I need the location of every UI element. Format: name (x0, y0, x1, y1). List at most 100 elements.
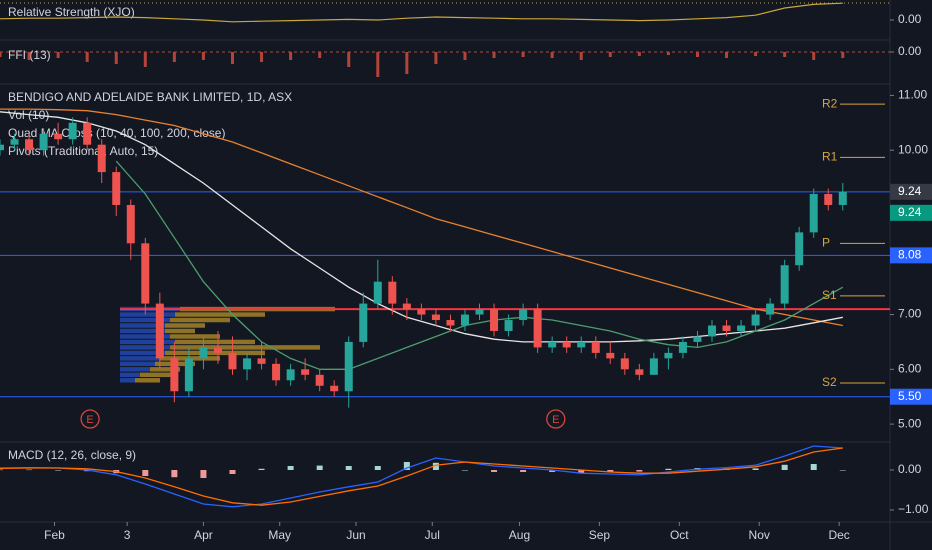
last-price-tag (890, 204, 932, 221)
panel-title: MACD (12, 26, close, 9) (8, 448, 136, 462)
y-tick-label: 10.00 (898, 142, 928, 156)
volume-profile-down (135, 378, 160, 383)
moving-average (0, 111, 843, 343)
candle-body (0, 144, 4, 151)
candle-body (737, 325, 746, 331)
macd-histogram (345, 466, 352, 470)
macd-histogram (316, 465, 323, 470)
volume-profile-up (120, 378, 135, 383)
volume-profile-up (120, 328, 165, 334)
candle-body (562, 341, 571, 348)
candle-body (490, 309, 499, 331)
volume-profile-up (120, 317, 170, 323)
ffi-bar (608, 52, 612, 57)
price-tag-label: 8.08 (898, 248, 922, 262)
volume-profile-down (175, 339, 255, 345)
volume-profile-up (120, 339, 175, 345)
candle-body (751, 314, 760, 326)
pivot-label: S2 (822, 375, 837, 389)
candle-body (272, 363, 281, 381)
candle-body (243, 358, 252, 370)
candle-body (170, 358, 179, 392)
macd-line (0, 445, 843, 508)
x-tick-label: Dec (828, 528, 849, 542)
candle-body (519, 309, 528, 321)
ffi-bar (172, 52, 176, 62)
macd-histogram (810, 464, 817, 470)
candle-body (10, 139, 19, 145)
volume-profile-down (170, 334, 220, 339)
ffi-bar (230, 52, 234, 64)
candle-body (838, 191, 847, 205)
candle-body (315, 374, 324, 386)
volume-profile-down (170, 345, 320, 350)
candle-body (678, 341, 687, 353)
ffi-bar (114, 52, 118, 64)
candle-body (373, 281, 382, 304)
candle-body (359, 303, 368, 342)
candle-body (68, 122, 77, 140)
ffi-bar (0, 52, 2, 57)
candle-body (606, 352, 615, 359)
candle-body (301, 369, 310, 375)
candle-body (693, 336, 702, 342)
candle-body (766, 303, 775, 315)
macd-histogram (287, 466, 294, 470)
candle-body (824, 194, 833, 205)
x-tick-label: Nov (749, 528, 770, 542)
candle-body (141, 243, 150, 304)
y-tick-label: 0.00 (898, 462, 922, 476)
ffi-bar (637, 52, 641, 56)
candle-body (417, 309, 426, 315)
x-tick-label: May (268, 528, 291, 542)
macd-histogram (549, 470, 556, 472)
x-tick-label: Apr (194, 528, 213, 542)
event-label: E (86, 414, 93, 426)
candle-body (475, 309, 484, 315)
price-tag-label: 9.24 (898, 184, 922, 198)
macd-histogram (403, 462, 410, 470)
volume-profile-up (120, 356, 160, 361)
legend-entry: Quad MA Cross (10, 40, 100, 200, close) (8, 126, 225, 140)
ffi-bar (434, 52, 438, 64)
ffi-bar (143, 52, 147, 67)
volume-profile-up (120, 312, 175, 317)
candle-body (504, 320, 513, 331)
volume-profile-down (165, 328, 195, 334)
ffi-bar (695, 52, 699, 57)
ffi-bar (85, 52, 89, 62)
macd-histogram (432, 462, 439, 470)
volume-profile-down (175, 312, 265, 317)
ffi-bar (56, 52, 60, 58)
volume-profile-down (150, 367, 180, 372)
candle-body (431, 314, 440, 321)
event-marker (80, 409, 100, 429)
macd-line (0, 447, 843, 506)
event-marker (546, 409, 566, 429)
y-tick-label: 0.00 (898, 44, 922, 58)
candle-body (213, 347, 222, 353)
ffi-bar (754, 52, 758, 56)
moving-average (0, 108, 843, 327)
candle-body (388, 281, 397, 304)
ffi-bar (666, 52, 670, 55)
ffi-bar (318, 52, 322, 58)
candle-body (155, 303, 164, 359)
ffi-bar (550, 52, 554, 58)
candle-body (112, 172, 121, 205)
candle-body (591, 341, 600, 353)
macd-histogram (171, 470, 178, 478)
volume-profile-down (165, 323, 205, 328)
pivot-label: S1 (822, 288, 837, 302)
candle-body (649, 358, 658, 375)
candle-body (620, 358, 629, 370)
y-tick-label: 0.00 (898, 12, 922, 26)
rs-line (0, 2, 843, 23)
macd-histogram (578, 470, 585, 474)
macd-histogram (636, 470, 643, 472)
ffi-bar (260, 52, 264, 62)
macd-histogram (520, 470, 527, 472)
candle-body (664, 352, 673, 359)
